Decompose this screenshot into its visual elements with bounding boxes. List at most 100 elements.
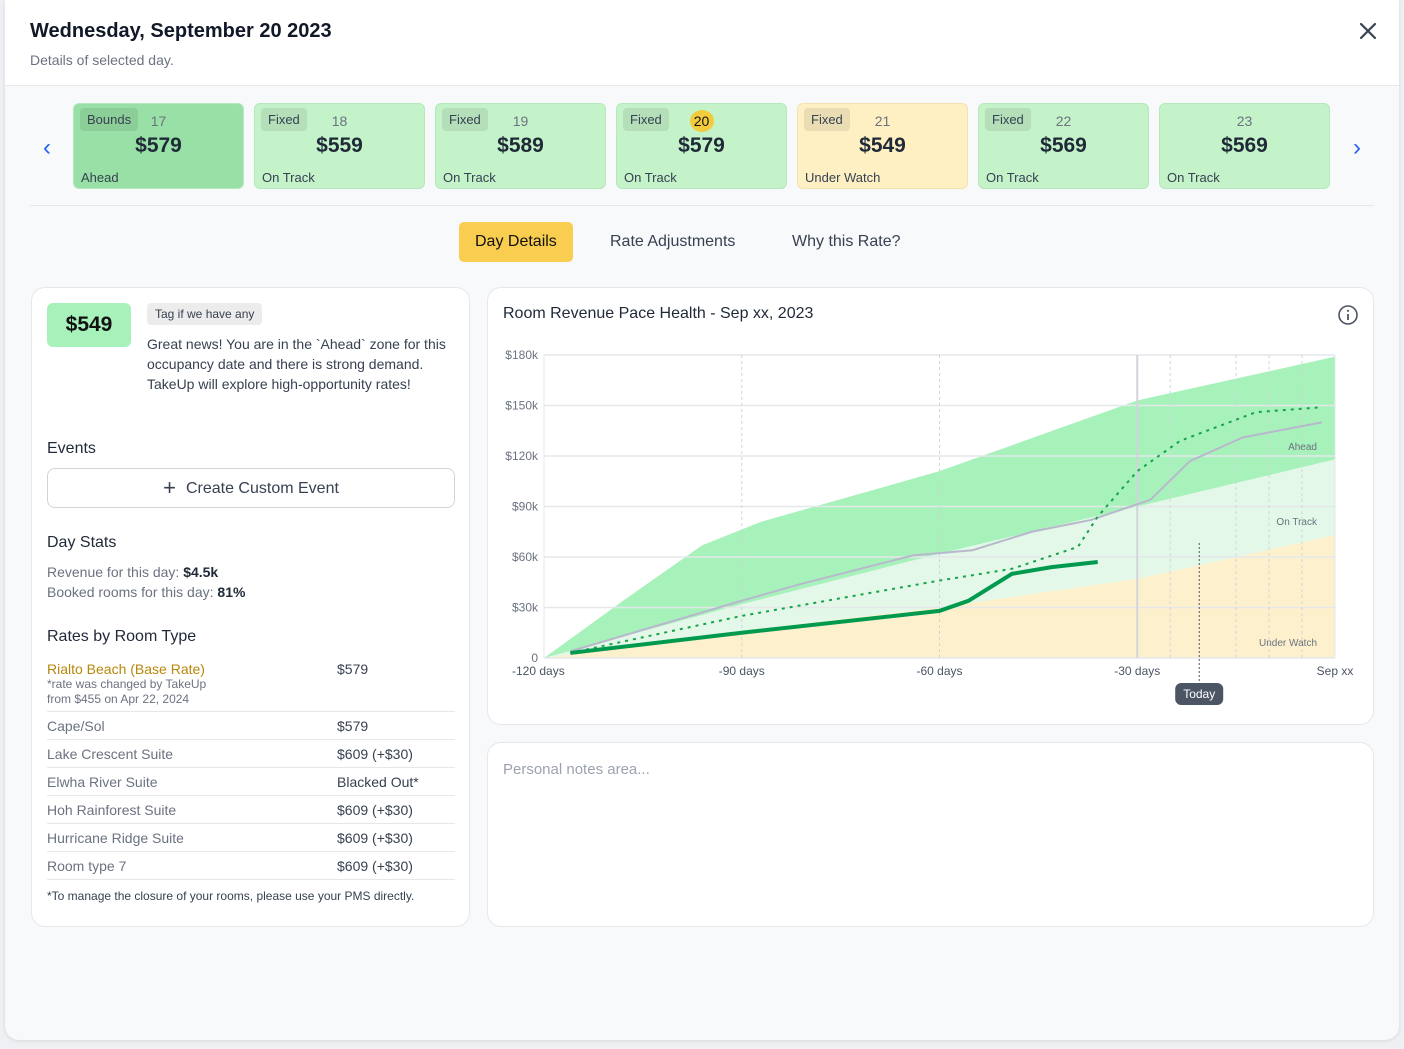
- day-card[interactable]: Fixed 22 $569 On Track: [978, 103, 1149, 189]
- day-status: On Track: [262, 170, 315, 185]
- y-tick-label: $120k: [505, 449, 539, 463]
- chevron-right-icon[interactable]: ›: [1353, 134, 1361, 161]
- series-line-solid-thick: [570, 560, 1098, 655]
- y-tick-label: $150k: [505, 399, 539, 413]
- rate-change-note: *rate was changed by TakeUp: [47, 677, 207, 691]
- day-details-panel: $549 Tag if we have any Great news! You …: [31, 287, 470, 927]
- day-price: $579: [678, 134, 725, 157]
- tab-rate-adjustments[interactable]: Rate Adjustments: [610, 233, 736, 250]
- create-custom-event-button[interactable]: + Create Custom Event: [47, 468, 455, 508]
- day-price: $559: [316, 134, 363, 157]
- room-name: Cape/Sol: [47, 717, 105, 734]
- room-name[interactable]: Rialto Beach (Base Rate): [47, 661, 205, 677]
- table-row: Hoh Rainforest Suite $609 (+$30): [47, 796, 455, 824]
- day-status: On Track: [986, 170, 1039, 185]
- table-row-base-rate: Rialto Beach (Base Rate) *rate was change…: [47, 661, 455, 712]
- band-label: Ahead: [1288, 442, 1317, 453]
- rate-mode-tag: Fixed: [442, 108, 488, 131]
- table-row: Hurricane Ridge Suite $609 (+$30): [47, 824, 455, 852]
- rate-mode-tag: Fixed: [261, 108, 307, 131]
- x-tick-label: Sep xx: [1317, 664, 1354, 678]
- table-row: Cape/Sol $579: [47, 712, 455, 740]
- day-number: 17: [150, 113, 167, 129]
- footnote: *To manage the closure of your rooms, pl…: [47, 889, 415, 903]
- today-label: Today: [1183, 687, 1215, 701]
- room-name: Hurricane Ridge Suite: [47, 829, 184, 846]
- y-tick-label: $180k: [505, 348, 539, 362]
- day-card[interactable]: Fixed 20 $579 On Track: [616, 103, 787, 189]
- x-tick-label: -90 days: [719, 664, 765, 678]
- selected-rate-badge: $549: [47, 303, 131, 347]
- rate-mode-tag: Fixed: [623, 108, 669, 131]
- modal-subtitle: Details of selected day.: [30, 52, 174, 68]
- room-rate: $609 (+$30): [337, 857, 413, 874]
- day-price: $579: [135, 134, 182, 157]
- band-label: Under Watch: [1259, 638, 1317, 649]
- rates-heading: Rates by Room Type: [47, 628, 197, 645]
- day-price: $569: [1221, 134, 1268, 157]
- room-name: Room type 7: [47, 857, 127, 874]
- chart-title: Room Revenue Pace Health - Sep xx, 2023: [503, 305, 814, 322]
- pace-chart-panel: Room Revenue Pace Health - Sep xx, 2023 …: [487, 287, 1374, 725]
- day-card[interactable]: 23 $569 On Track: [1159, 103, 1330, 189]
- table-row: Room type 7 $609 (+$30): [47, 852, 455, 880]
- series-line-gray: [570, 421, 1323, 653]
- y-tick-label: $30k: [512, 601, 539, 615]
- plus-icon: +: [163, 475, 176, 500]
- booked-stat: Booked rooms for this day: 81%: [47, 584, 246, 600]
- room-rate: $609 (+$30): [337, 745, 413, 762]
- room-name: Elwha River Suite: [47, 773, 158, 790]
- day-price: $589: [497, 134, 544, 157]
- close-icon[interactable]: [1355, 18, 1381, 44]
- day-tag: Tag if we have any: [147, 303, 263, 325]
- table-row: Elwha River Suite Blacked Out*: [47, 768, 455, 796]
- modal-title: Wednesday, September 20 2023: [30, 20, 332, 42]
- room-name: Hoh Rainforest Suite: [47, 801, 177, 818]
- tab-why-this-rate[interactable]: Why this Rate?: [792, 233, 901, 250]
- day-number: 21: [874, 113, 891, 129]
- day-card[interactable]: Fixed 19 $589 On Track: [435, 103, 606, 189]
- tab-day-details[interactable]: Day Details: [459, 222, 573, 262]
- create-custom-event-label: Create Custom Event: [185, 480, 339, 497]
- room-rate: $579: [337, 661, 369, 677]
- rate-mode-tag: Fixed: [985, 108, 1031, 131]
- status-message: Great news! You are in the `Ahead` zone …: [147, 336, 446, 392]
- series-line-dotted: [570, 406, 1322, 654]
- room-rate: $609 (+$30): [337, 829, 413, 846]
- room-rate: $579: [337, 717, 369, 734]
- day-price: $549: [859, 134, 906, 157]
- day-number: 18: [331, 113, 348, 129]
- rate-mode-tag: Bounds: [80, 108, 139, 131]
- info-icon[interactable]: [1337, 304, 1359, 326]
- band-label: On Track: [1276, 517, 1318, 528]
- day-details-modal: Wednesday, September 20 2023 Details of …: [5, 0, 1399, 1040]
- rate-change-note: from $455 on Apr 22, 2024: [47, 692, 190, 706]
- day-stats-heading: Day Stats: [47, 534, 117, 551]
- rate-mode-tag: Fixed: [804, 108, 850, 131]
- x-tick-label: -30 days: [1114, 664, 1160, 678]
- day-number: 19: [512, 113, 529, 129]
- day-status: Ahead: [81, 170, 119, 185]
- revenue-stat: Revenue for this day: $4.5k: [47, 564, 219, 580]
- rates-table: Rialto Beach (Base Rate) *rate was change…: [47, 661, 455, 880]
- day-status: On Track: [624, 170, 677, 185]
- day-card[interactable]: Bounds 17 $579 Ahead: [73, 103, 244, 189]
- table-row: Lake Crescent Suite $609 (+$30): [47, 740, 455, 768]
- day-status: On Track: [443, 170, 496, 185]
- pace-chart: 0 $30k $60k $90k $120k $150k $180k -120 days -90…: [505, 348, 1354, 705]
- today-badge: [1175, 683, 1224, 705]
- day-price: $569: [1040, 134, 1087, 157]
- day-number: 20: [617, 110, 786, 132]
- day-card[interactable]: Fixed 18 $559 On Track: [254, 103, 425, 189]
- room-name: Lake Crescent Suite: [47, 745, 174, 762]
- x-tick-label: -120 days: [512, 664, 565, 678]
- notes-area[interactable]: Personal notes area...: [487, 742, 1374, 927]
- day-number: 22: [1055, 113, 1072, 129]
- room-rate: Blacked Out*: [337, 773, 419, 790]
- chevron-left-icon[interactable]: ‹: [43, 134, 51, 161]
- y-tick-label: $90k: [512, 500, 539, 514]
- day-status: On Track: [1167, 170, 1220, 185]
- day-card[interactable]: Fixed 21 $549 Under Watch: [797, 103, 968, 189]
- notes-placeholder: Personal notes area...: [503, 761, 650, 778]
- y-tick-label: $60k: [512, 550, 539, 564]
